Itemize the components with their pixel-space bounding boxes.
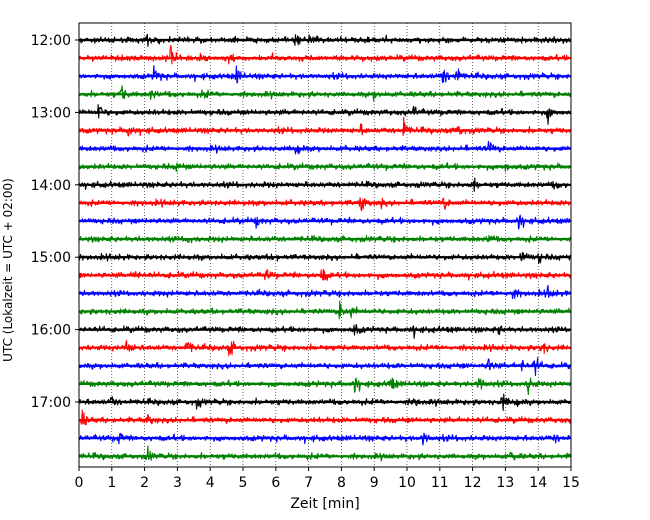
x-tick-label-7: 7 — [304, 475, 313, 491]
x-tick-label-8: 8 — [337, 475, 346, 491]
x-tick-label-0: 0 — [75, 475, 84, 491]
trace-lines — [78, 33, 572, 462]
y-axis-ticks: 12:00 13:00 14:00 15:00 16:00 17:00 — [31, 33, 79, 411]
trace-1630 — [78, 356, 572, 376]
x-tick-label-5: 5 — [239, 475, 248, 491]
y-tick-label-1600: 16:00 — [31, 323, 71, 339]
x-tick-label-15: 15 — [562, 475, 580, 491]
vertical-grid — [111, 23, 539, 467]
y-axis-label: UTC (Lokalzeit = UTC + 02:00) — [1, 178, 15, 362]
y-tick-label-1200: 12:00 — [31, 33, 71, 49]
x-tick-label-13: 13 — [496, 475, 514, 491]
x-tick-label-1: 1 — [107, 475, 116, 491]
x-tick-label-10: 10 — [398, 475, 416, 491]
x-tick-label-12: 12 — [464, 475, 482, 491]
x-tick-label-2: 2 — [140, 475, 149, 491]
y-tick-label-1500: 15:00 — [31, 250, 71, 266]
x-tick-label-3: 3 — [173, 475, 182, 491]
y-tick-label-1400: 14:00 — [31, 178, 71, 194]
x-tick-label-11: 11 — [431, 475, 449, 491]
x-axis-ticks: 0 1 2 3 4 5 6 7 8 9 10 11 12 13 14 15 — [75, 467, 580, 491]
x-tick-label-6: 6 — [271, 475, 280, 491]
y-tick-label-1700: 17:00 — [31, 395, 71, 411]
x-axis-label: Zeit [min] — [290, 496, 359, 512]
x-tick-label-9: 9 — [370, 475, 379, 491]
x-tick-label-4: 4 — [206, 475, 215, 491]
y-tick-label-1300: 13:00 — [31, 105, 71, 121]
x-tick-label-14: 14 — [529, 475, 547, 491]
plot-frame — [78, 22, 572, 468]
